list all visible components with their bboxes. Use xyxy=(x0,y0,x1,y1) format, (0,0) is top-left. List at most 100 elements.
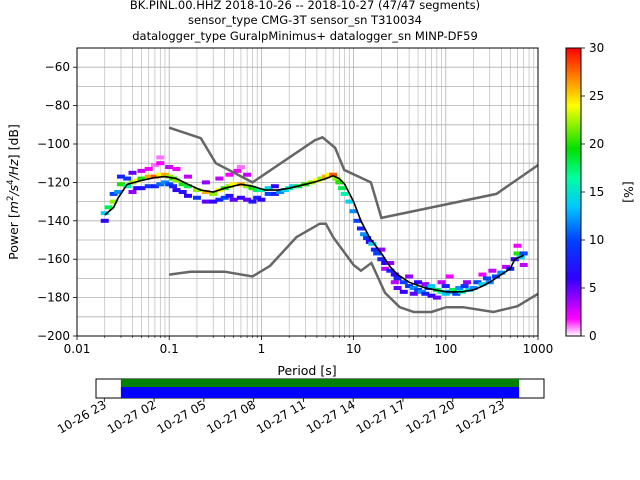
psd-cell xyxy=(172,188,181,193)
psd-cell xyxy=(421,291,430,296)
psd-cell xyxy=(399,289,408,294)
psd-cell xyxy=(513,251,522,256)
coverage-data-bar xyxy=(120,379,520,387)
psd-cell xyxy=(192,195,201,200)
psd-cell xyxy=(463,280,472,285)
psd-cell xyxy=(449,287,458,292)
timeline-tick-label: 10-27 02 xyxy=(105,397,159,436)
x-tick-label: 0.01 xyxy=(64,342,91,356)
psd-cell xyxy=(123,176,132,181)
timeline-tick-label: 10-27 08 xyxy=(204,397,258,436)
psd-cell xyxy=(172,178,181,183)
timeline-tick-label: 10-27 23 xyxy=(453,397,507,436)
psd-cell xyxy=(209,199,218,204)
y-tick-label: −80 xyxy=(45,99,70,113)
mean-psd-line xyxy=(104,174,525,293)
psd-cell xyxy=(133,178,142,183)
psd-cell xyxy=(215,197,224,202)
timeline-tick-label: 10-27 11 xyxy=(254,397,308,436)
psd-cell xyxy=(100,218,109,223)
plot-frame xyxy=(76,47,539,337)
x-tick-label: 1 xyxy=(258,342,266,356)
psd-cell xyxy=(150,184,159,189)
psd-cell xyxy=(455,286,464,290)
colorbar: 0 5 10 15 20 25 30 [%] xyxy=(565,41,636,343)
x-tick-label: 1000 xyxy=(523,342,554,356)
psd-cell xyxy=(491,274,500,279)
psd-cell xyxy=(497,270,506,275)
psd-cell xyxy=(150,174,159,179)
mean-psd xyxy=(104,174,525,293)
psd-cell xyxy=(248,199,257,204)
psd-cell xyxy=(353,218,362,223)
psd-cell xyxy=(225,193,234,198)
psd-cell xyxy=(386,268,395,273)
title-line-1: BK.PINL.00.HHZ 2018-10-26 -- 2018-10-27 … xyxy=(130,0,480,12)
psd-cell xyxy=(421,282,430,287)
psd-cell xyxy=(178,190,187,194)
psd-cell xyxy=(335,180,344,185)
psd-cell xyxy=(156,172,165,177)
psd-cell xyxy=(133,186,142,191)
colorbar-gradient xyxy=(565,47,582,337)
psd-cell xyxy=(144,174,153,179)
psd-cell xyxy=(156,155,165,160)
psd-cell xyxy=(276,190,285,194)
psd-cell xyxy=(437,280,446,285)
psd-cell xyxy=(356,226,365,231)
psd-cell xyxy=(270,191,279,196)
psd-cell xyxy=(473,280,482,285)
psd-cell xyxy=(478,272,487,277)
psd-cell xyxy=(165,165,174,170)
psd-cell xyxy=(201,180,210,185)
psd-cell xyxy=(360,232,369,237)
timeline-tick-label: 10-27 05 xyxy=(155,397,209,436)
x-axis-ticks: 0.01 0.1 1 10 100 1000 xyxy=(64,336,554,356)
psd-cell xyxy=(414,280,423,285)
y-tick-label: −160 xyxy=(37,252,70,266)
psd-cell xyxy=(209,191,218,196)
psd-cell xyxy=(460,284,469,289)
psd-cell xyxy=(243,184,252,189)
psd-cell xyxy=(377,247,386,252)
psd-cell xyxy=(236,195,245,200)
psd-cell xyxy=(144,184,153,189)
coverage-gaps-bar xyxy=(120,387,520,398)
psd-cell xyxy=(192,188,201,193)
psd-cell xyxy=(345,199,354,204)
y-tick-label: −100 xyxy=(37,137,70,151)
colorbar-tick-label: 5 xyxy=(589,281,597,295)
colorbar-label: [%] xyxy=(621,181,636,203)
psd-cell xyxy=(329,172,338,177)
psd-cell xyxy=(427,284,436,289)
psd-cell xyxy=(109,199,118,204)
psd-cell xyxy=(243,197,252,202)
y-tick-label: −60 xyxy=(45,60,70,74)
psd-cell xyxy=(381,261,390,266)
psd-cell xyxy=(488,268,497,273)
psd-cell xyxy=(288,184,297,189)
psd-cell xyxy=(257,197,266,202)
psd-cell xyxy=(519,251,528,256)
colorbar-tick-label: 30 xyxy=(589,41,604,55)
psd-cell xyxy=(368,241,377,246)
psd-cell xyxy=(409,286,418,290)
psd-cell xyxy=(156,161,165,166)
low-noise-model-line xyxy=(169,222,538,314)
psd-cell xyxy=(399,280,408,285)
y-tick-label: −180 xyxy=(37,291,70,305)
x-tick-label: 100 xyxy=(434,342,457,356)
psd-cell xyxy=(236,165,245,170)
timeline-tick-label: 10-26 23 xyxy=(55,397,109,436)
psd-cell xyxy=(156,182,165,187)
psd-cell xyxy=(243,172,252,177)
psd-cell xyxy=(264,186,273,191)
psd-cell xyxy=(405,274,414,279)
psd-cell xyxy=(137,168,146,173)
title-line-2: sensor_type CMG-3T sensor_sn T310034 xyxy=(188,13,422,27)
psd-cell xyxy=(229,182,238,187)
psd-cell xyxy=(405,284,414,289)
psd-cell xyxy=(409,291,418,296)
colorbar-tick-label: 10 xyxy=(589,233,604,247)
